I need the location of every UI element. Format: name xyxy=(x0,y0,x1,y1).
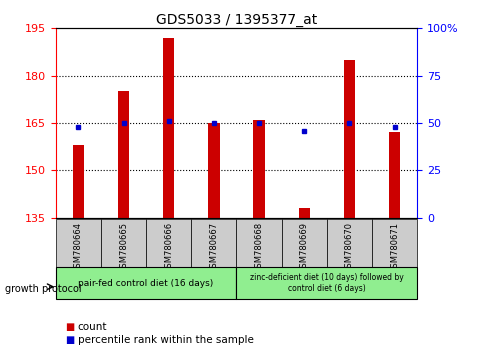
Text: GSM780669: GSM780669 xyxy=(299,222,308,273)
Text: GSM780671: GSM780671 xyxy=(389,222,398,273)
Bar xyxy=(236,267,416,299)
Bar xyxy=(236,219,281,267)
Bar xyxy=(163,38,174,218)
Text: GSM780670: GSM780670 xyxy=(344,222,353,273)
Text: count: count xyxy=(77,322,107,332)
Text: zinc-deficient diet (10 days) followed by
control diet (6 days): zinc-deficient diet (10 days) followed b… xyxy=(249,274,403,293)
Bar xyxy=(101,219,146,267)
Text: GSM780664: GSM780664 xyxy=(74,222,83,273)
Text: growth protocol: growth protocol xyxy=(5,284,81,293)
Text: ■: ■ xyxy=(65,335,75,345)
Bar xyxy=(146,219,191,267)
Text: pair-fed control diet (16 days): pair-fed control diet (16 days) xyxy=(78,279,213,288)
Text: GSM780665: GSM780665 xyxy=(119,222,128,273)
Bar xyxy=(281,219,326,267)
Text: percentile rank within the sample: percentile rank within the sample xyxy=(77,335,253,345)
Bar xyxy=(56,219,101,267)
Bar xyxy=(371,219,416,267)
Text: GSM780666: GSM780666 xyxy=(164,222,173,273)
Bar xyxy=(388,132,399,218)
Bar xyxy=(298,208,309,218)
Bar xyxy=(253,120,264,218)
Bar xyxy=(118,91,129,218)
Bar xyxy=(343,60,354,218)
Bar xyxy=(56,267,236,299)
Bar xyxy=(326,219,371,267)
Bar xyxy=(208,123,219,218)
Text: GSM780667: GSM780667 xyxy=(209,222,218,273)
Text: ■: ■ xyxy=(65,322,75,332)
Bar xyxy=(73,145,84,218)
Text: GSM780668: GSM780668 xyxy=(254,222,263,273)
Bar xyxy=(191,219,236,267)
Title: GDS5033 / 1395377_at: GDS5033 / 1395377_at xyxy=(155,13,317,27)
